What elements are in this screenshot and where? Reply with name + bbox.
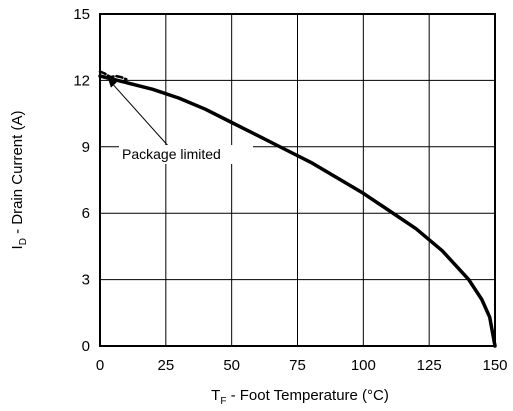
series-group bbox=[98, 70, 497, 348]
x-tick-label-150: 150 bbox=[482, 357, 507, 374]
y-axis-label-sub: D bbox=[18, 238, 29, 245]
y-tick-label-3: 3 bbox=[82, 272, 90, 289]
y-tick-label-15: 15 bbox=[73, 6, 90, 23]
x-tick-labels: 0 25 50 75 100 125 150 bbox=[96, 357, 508, 374]
annotation-leader-line bbox=[111, 82, 171, 149]
x-tick-label-75: 75 bbox=[289, 357, 306, 374]
y-axis-label-rest: - Drain Current (A) bbox=[9, 111, 26, 239]
y-tick-label-6: 6 bbox=[82, 205, 90, 222]
y-tick-label-0: 0 bbox=[82, 338, 90, 355]
annotation-arrowhead bbox=[107, 78, 117, 88]
x-axis-label-rest: - Foot Temperature (°C) bbox=[226, 387, 388, 404]
plot-frame bbox=[99, 13, 496, 347]
series-line-drain-current bbox=[98, 74, 497, 348]
x-tick-label-100: 100 bbox=[351, 357, 376, 374]
x-tick-label-0: 0 bbox=[96, 357, 104, 374]
annotation: Package limited bbox=[107, 78, 253, 164]
y-axis-label-main: I bbox=[9, 245, 26, 249]
x-axis-label: TF - Foot Temperature (°C) bbox=[211, 387, 389, 407]
y-tick-label-9: 9 bbox=[82, 139, 90, 156]
x-axis-label-main: T bbox=[211, 387, 220, 404]
x-tick-label-50: 50 bbox=[223, 357, 240, 374]
x-tick-label-25: 25 bbox=[157, 357, 174, 374]
x-axis-label-sub: F bbox=[220, 396, 226, 407]
x-tick-label-125: 125 bbox=[417, 357, 442, 374]
series-line-package-limit bbox=[98, 70, 128, 81]
grid-lines bbox=[100, 14, 495, 346]
annotation-label-background bbox=[119, 145, 253, 164]
y-tick-label-12: 12 bbox=[73, 72, 90, 89]
y-tick-labels: 0 3 6 9 12 15 bbox=[73, 6, 90, 355]
y-axis-label: ID - Drain Current (A) bbox=[9, 111, 29, 250]
annotation-label: Package limited bbox=[122, 146, 221, 162]
